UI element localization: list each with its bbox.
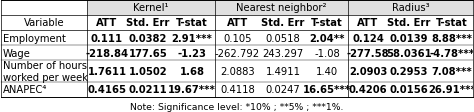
Text: Radius³: Radius³ [392,3,429,13]
Text: Kernel¹: Kernel¹ [133,3,169,13]
Text: -4.78***: -4.78*** [429,48,474,58]
Text: 0.111: 0.111 [91,33,123,43]
Text: -218.84: -218.84 [85,48,128,58]
Text: -1.08: -1.08 [314,48,340,58]
Text: ATT: ATT [96,18,118,28]
Text: ATT: ATT [227,18,248,28]
Text: -262.792: -262.792 [215,48,260,58]
Text: Employment: Employment [2,33,65,43]
Text: 0.4165: 0.4165 [88,84,127,94]
Text: 177.65: 177.65 [129,48,167,58]
Text: 0.0156: 0.0156 [390,84,428,94]
Text: Nearest neighbor²: Nearest neighbor² [236,3,327,13]
Text: 243.297: 243.297 [263,48,304,58]
Text: 16.65***: 16.65*** [303,84,351,94]
Text: T-stat: T-stat [176,18,208,28]
Text: -277.58: -277.58 [346,48,389,58]
Text: -1.23: -1.23 [178,48,207,58]
Text: ATT: ATT [357,18,379,28]
Text: 0.0211: 0.0211 [129,84,167,94]
Text: 1.4911: 1.4911 [265,66,301,76]
Text: 1.0502: 1.0502 [129,66,167,76]
Text: 0.105: 0.105 [223,33,252,43]
Text: T-stat: T-stat [311,18,343,28]
Bar [348,1,474,16]
Text: 19.67***: 19.67*** [168,84,216,94]
Text: 2.91***: 2.91*** [172,33,212,43]
Text: 58.0361: 58.0361 [386,48,432,58]
Text: Variable: Variable [24,18,64,28]
Text: Number of hours
worked per week: Number of hours worked per week [2,61,88,82]
Bar [87,1,215,16]
Text: ANAPEC⁴: ANAPEC⁴ [2,84,47,94]
Text: 0.124: 0.124 [352,33,384,43]
Text: 0.0139: 0.0139 [390,33,428,43]
Text: 1.40: 1.40 [316,66,338,76]
Text: Note: Significance level: *10% ; **5% ; ***1%.: Note: Significance level: *10% ; **5% ; … [130,102,344,111]
Text: 2.04**: 2.04** [309,33,345,43]
Text: 0.4118: 0.4118 [220,84,255,94]
Text: 0.2953: 0.2953 [390,66,428,76]
Text: 1.7611: 1.7611 [88,66,127,76]
Text: T-stat: T-stat [436,18,468,28]
Text: 8.88***: 8.88*** [431,33,473,43]
Text: 1.68: 1.68 [180,66,205,76]
Text: Wage: Wage [2,48,30,58]
Text: 26.91***: 26.91*** [428,84,474,94]
Text: 0.0518: 0.0518 [266,33,301,43]
Bar [215,1,348,16]
Text: 0.4206: 0.4206 [349,84,387,94]
Text: 0.0247: 0.0247 [266,84,301,94]
Text: Std. Err: Std. Err [261,18,305,28]
Text: 2.0903: 2.0903 [349,66,387,76]
Text: 2.0883: 2.0883 [220,66,255,76]
Text: 0.0382: 0.0382 [129,33,167,43]
Text: 7.08***: 7.08*** [431,66,472,76]
Text: Std. Err: Std. Err [127,18,170,28]
Text: Std. Err: Std. Err [387,18,431,28]
